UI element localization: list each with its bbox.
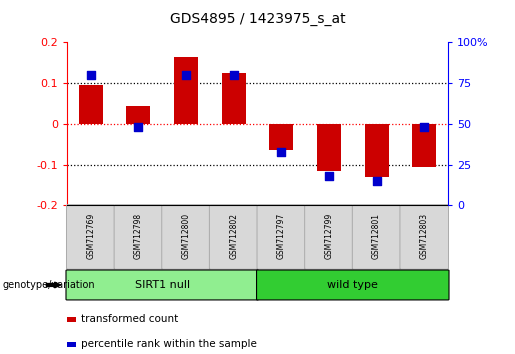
Bar: [269, 124, 293, 150]
FancyBboxPatch shape: [400, 205, 449, 270]
Text: GSM712803: GSM712803: [420, 213, 428, 259]
Bar: [365, 124, 388, 177]
Point: [134, 124, 143, 130]
FancyBboxPatch shape: [66, 270, 259, 300]
Bar: [222, 73, 246, 124]
Point: [325, 173, 333, 179]
Text: GDS4895 / 1423975_s_at: GDS4895 / 1423975_s_at: [169, 12, 346, 27]
Bar: [127, 105, 150, 124]
Point: [230, 72, 238, 78]
Bar: [79, 85, 102, 124]
Point: [420, 124, 428, 130]
Text: genotype/variation: genotype/variation: [3, 280, 95, 290]
Bar: [413, 124, 436, 167]
Text: percentile rank within the sample: percentile rank within the sample: [81, 339, 258, 349]
FancyBboxPatch shape: [256, 270, 449, 300]
Bar: [174, 57, 198, 124]
Point: [182, 72, 190, 78]
Bar: [317, 124, 341, 171]
Point: [87, 72, 95, 78]
Text: GSM712800: GSM712800: [182, 213, 191, 259]
Text: GSM712802: GSM712802: [229, 213, 238, 259]
FancyBboxPatch shape: [257, 205, 305, 270]
Text: transformed count: transformed count: [81, 314, 179, 325]
FancyBboxPatch shape: [66, 205, 115, 270]
Text: GSM712801: GSM712801: [372, 213, 381, 259]
FancyBboxPatch shape: [305, 205, 353, 270]
FancyBboxPatch shape: [352, 205, 401, 270]
Text: SIRT1 null: SIRT1 null: [134, 280, 190, 290]
Text: wild type: wild type: [328, 280, 378, 290]
Text: GSM712769: GSM712769: [87, 213, 95, 259]
FancyBboxPatch shape: [114, 205, 163, 270]
Text: GSM712799: GSM712799: [324, 213, 333, 259]
Text: GSM712797: GSM712797: [277, 213, 286, 259]
FancyBboxPatch shape: [162, 205, 210, 270]
Text: GSM712798: GSM712798: [134, 213, 143, 259]
FancyBboxPatch shape: [210, 205, 258, 270]
Point: [277, 149, 285, 154]
Point: [372, 178, 381, 184]
